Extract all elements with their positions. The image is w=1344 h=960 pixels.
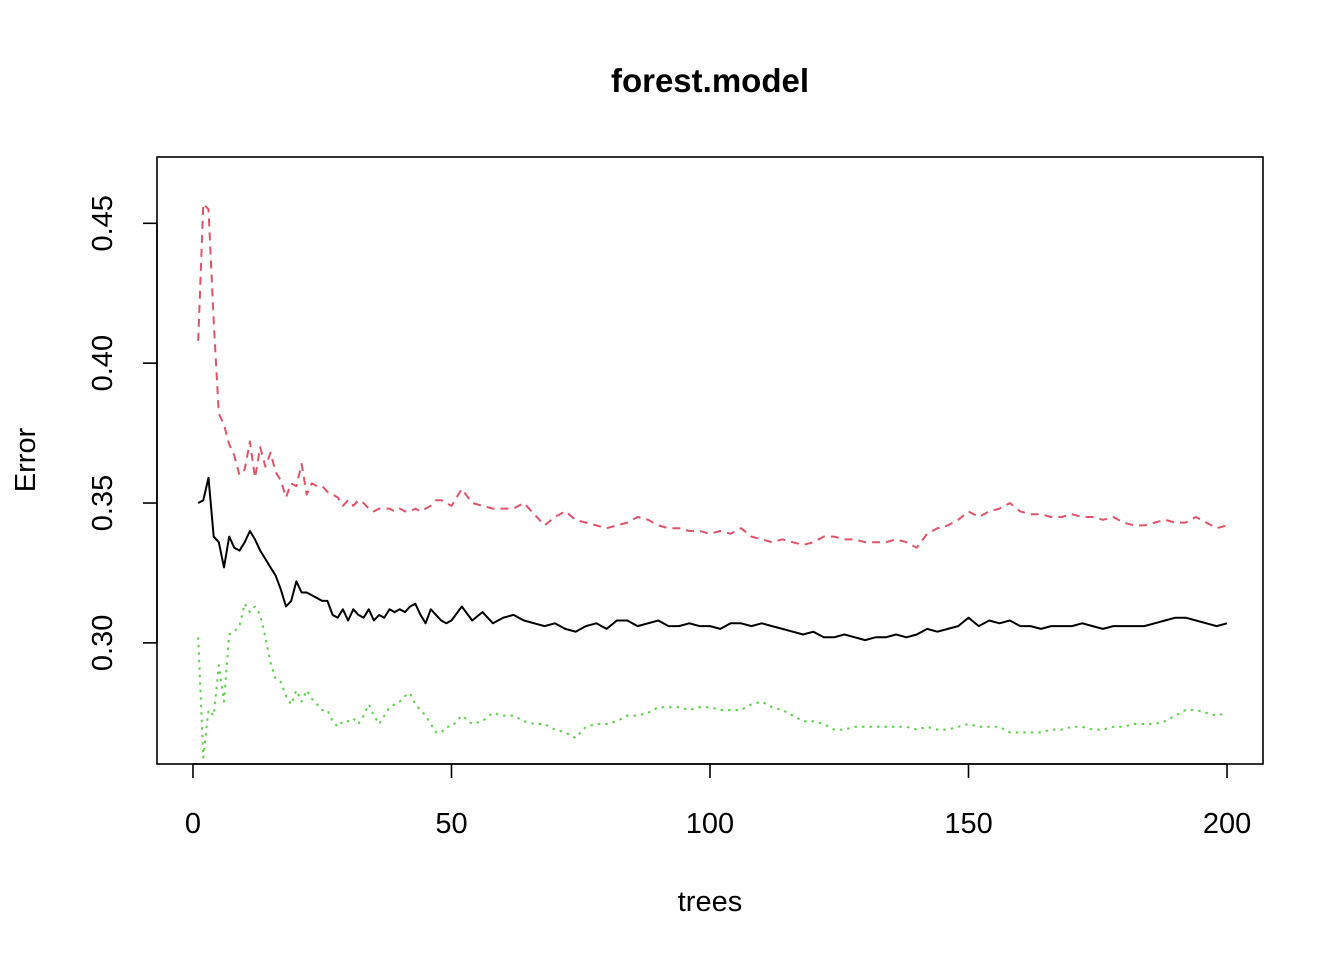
y-tick-label: 0.45 [87, 195, 119, 251]
y-axis-label: Error [10, 427, 42, 492]
y-tick-label: 0.35 [87, 475, 119, 531]
plot-frame [156, 156, 1264, 765]
series-line-1 [197, 476, 1228, 642]
x-tick-label: 100 [686, 808, 734, 840]
y-tick-label: 0.30 [87, 615, 119, 671]
x-tick-label: 50 [435, 808, 467, 840]
series-layer [197, 202, 1228, 759]
y-tick-label: 0.40 [87, 335, 119, 391]
x-tick-label: 150 [944, 808, 992, 840]
y-axis: 0.30 0.35 0.40 0.45 [87, 195, 158, 671]
x-tick-label: 0 [185, 808, 201, 840]
x-tick-label: 200 [1203, 808, 1251, 840]
chart-title: forest.model [611, 62, 809, 99]
series-line-3 [197, 602, 1228, 759]
x-axis-label: trees [678, 886, 742, 918]
series-line-2 [197, 202, 1228, 549]
x-axis: 0 50 100 150 200 [185, 763, 1251, 840]
